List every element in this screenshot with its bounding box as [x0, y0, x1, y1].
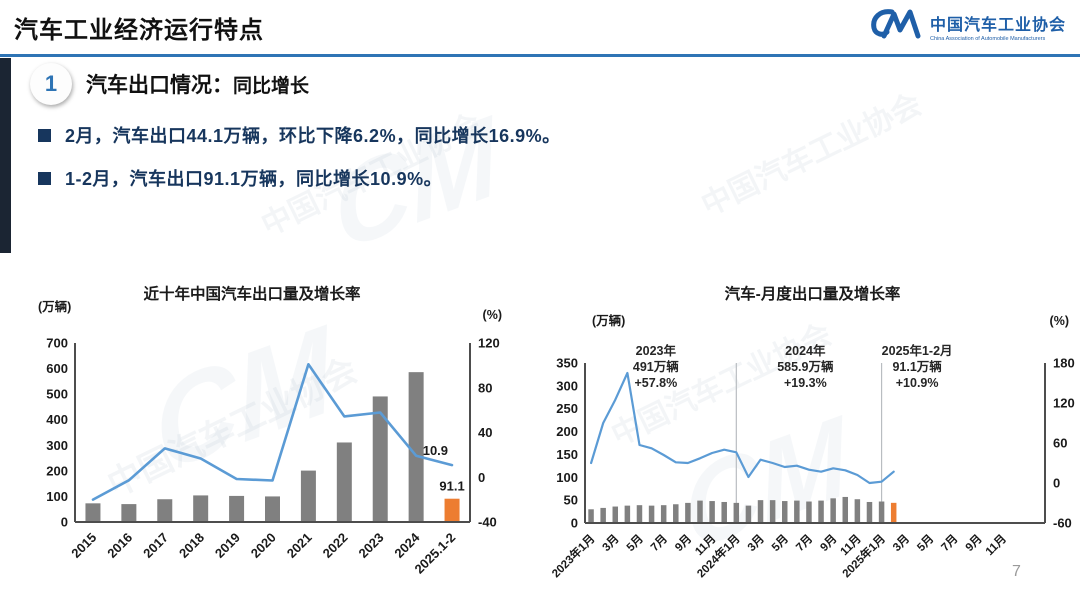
svg-text:(万辆): (万辆) — [592, 313, 625, 328]
svg-text:400: 400 — [46, 412, 68, 427]
svg-text:2022: 2022 — [320, 530, 351, 561]
svg-text:2020: 2020 — [248, 530, 279, 561]
svg-text:7月: 7月 — [648, 532, 670, 554]
left-accent-bar — [0, 58, 11, 253]
svg-text:350: 350 — [556, 356, 578, 371]
list-item: 1-2月，汽车出口91.1万辆，同比增长10.9%。 — [38, 165, 561, 191]
svg-text:91.1万辆: 91.1万辆 — [892, 359, 942, 374]
svg-text:(万辆): (万辆) — [38, 299, 71, 314]
svg-text:50: 50 — [564, 493, 578, 508]
svg-text:300: 300 — [556, 378, 578, 393]
monthly-export-chart: 汽车-月度出口量及增长率 (万辆) (%) 0 50 100 150 200 250 300 350… — [550, 284, 1075, 580]
svg-text:40: 40 — [478, 425, 492, 440]
svg-text:近十年中国汽车出口量及增长率: 近十年中国汽车出口量及增长率 — [143, 284, 361, 303]
svg-text:-40: -40 — [478, 515, 497, 530]
svg-text:2019: 2019 — [212, 530, 243, 561]
svg-text:585.9万辆: 585.9万辆 — [777, 359, 834, 374]
svg-text:+57.8%: +57.8% — [634, 376, 677, 390]
bullet-list: 2月，汽车出口44.1万辆，环比下降6.2%，同比增长16.9%。 1-2月，汽… — [38, 122, 561, 208]
svg-text:汽车-月度出口量及增长率: 汽车-月度出口量及增长率 — [725, 284, 901, 303]
svg-text:91.1: 91.1 — [439, 479, 464, 494]
svg-text:5月: 5月 — [769, 532, 791, 554]
svg-text:700: 700 — [46, 336, 68, 351]
svg-text:-60: -60 — [1053, 516, 1072, 531]
svg-text:0: 0 — [478, 470, 485, 485]
svg-text:500: 500 — [46, 387, 68, 402]
svg-text:3月: 3月 — [745, 532, 767, 554]
svg-text:10.9: 10.9 — [423, 443, 448, 458]
section-title-sub: 同比增长 — [233, 76, 310, 97]
section-title-main: 汽车出口情况： — [86, 74, 233, 97]
svg-text:5月: 5月 — [624, 532, 646, 554]
bullet-square-icon — [38, 171, 51, 185]
svg-text:2018: 2018 — [176, 530, 207, 561]
svg-text:2024: 2024 — [391, 529, 423, 561]
section-number-badge: 1 — [30, 63, 72, 105]
svg-text:0: 0 — [61, 515, 68, 530]
svg-text:2016: 2016 — [104, 530, 135, 561]
svg-text:2025年1-2月: 2025年1-2月 — [882, 343, 953, 358]
svg-text:300: 300 — [46, 438, 68, 453]
svg-text:200: 200 — [46, 463, 68, 478]
cam-logo-icon — [870, 8, 922, 45]
svg-text:120: 120 — [1053, 396, 1075, 411]
svg-text:2024年: 2024年 — [785, 343, 826, 358]
page-title: 汽车工业经济运行特点 — [14, 17, 264, 44]
svg-text:3月: 3月 — [890, 532, 912, 554]
svg-text:+10.9%: +10.9% — [896, 376, 939, 390]
organization-logo: 中国汽车工业协会 China Association of Automobile… — [870, 8, 1066, 45]
svg-text:9月: 9月 — [818, 532, 840, 554]
svg-text:2023: 2023 — [356, 530, 387, 561]
bullet-text: 2月，汽车出口44.1万辆，环比下降6.2%，同比增长16.9%。 — [65, 126, 561, 146]
svg-text:9月: 9月 — [672, 532, 694, 554]
svg-text:(%): (%) — [1050, 314, 1069, 328]
svg-text:120: 120 — [478, 336, 500, 351]
svg-text:3月: 3月 — [600, 532, 622, 554]
section-header: 1 汽车出口情况：同比增长 — [30, 63, 309, 105]
svg-text:2015: 2015 — [68, 530, 99, 561]
page-number: 7 — [1012, 563, 1021, 580]
section-title: 汽车出口情况：同比增长 — [86, 69, 309, 99]
svg-text:+19.3%: +19.3% — [784, 376, 827, 390]
svg-text:100: 100 — [556, 470, 578, 485]
watermark-text: 中国汽车工业协会 — [696, 87, 927, 223]
svg-text:2023年1月: 2023年1月 — [550, 531, 597, 580]
logo-en-text: China Association of Automobile Manufact… — [929, 36, 1046, 42]
svg-text:100: 100 — [46, 489, 68, 504]
bullet-square-icon — [38, 128, 51, 142]
svg-text:2023年: 2023年 — [636, 343, 677, 358]
svg-text:7月: 7月 — [793, 532, 815, 554]
svg-text:2017: 2017 — [140, 530, 171, 561]
svg-text:150: 150 — [556, 447, 578, 462]
svg-text:0: 0 — [571, 516, 578, 531]
svg-text:250: 250 — [556, 401, 578, 416]
svg-text:80: 80 — [478, 380, 492, 395]
svg-text:7月: 7月 — [939, 532, 961, 554]
svg-text:11月: 11月 — [983, 532, 1009, 558]
svg-text:9月: 9月 — [963, 532, 985, 554]
svg-text:200: 200 — [556, 424, 578, 439]
svg-text:60: 60 — [1053, 436, 1067, 451]
svg-text:180: 180 — [1053, 356, 1075, 371]
list-item: 2月，汽车出口44.1万辆，环比下降6.2%，同比增长16.9%。 — [38, 122, 561, 148]
svg-text:2021: 2021 — [284, 530, 315, 561]
logo-cn-text: 中国汽车工业协会 — [929, 17, 1066, 34]
svg-text:(%): (%) — [483, 308, 502, 322]
svg-text:491万辆: 491万辆 — [633, 359, 679, 374]
svg-text:600: 600 — [46, 361, 68, 376]
svg-text:5月: 5月 — [915, 532, 937, 554]
bullet-text: 1-2月，汽车出口91.1万辆，同比增长10.9%。 — [65, 169, 443, 189]
annual-export-chart: 近十年中国汽车出口量及增长率(万辆)(%)0100200300400500600… — [38, 284, 502, 577]
svg-text:0: 0 — [1053, 476, 1060, 491]
title-divider — [0, 54, 1080, 57]
